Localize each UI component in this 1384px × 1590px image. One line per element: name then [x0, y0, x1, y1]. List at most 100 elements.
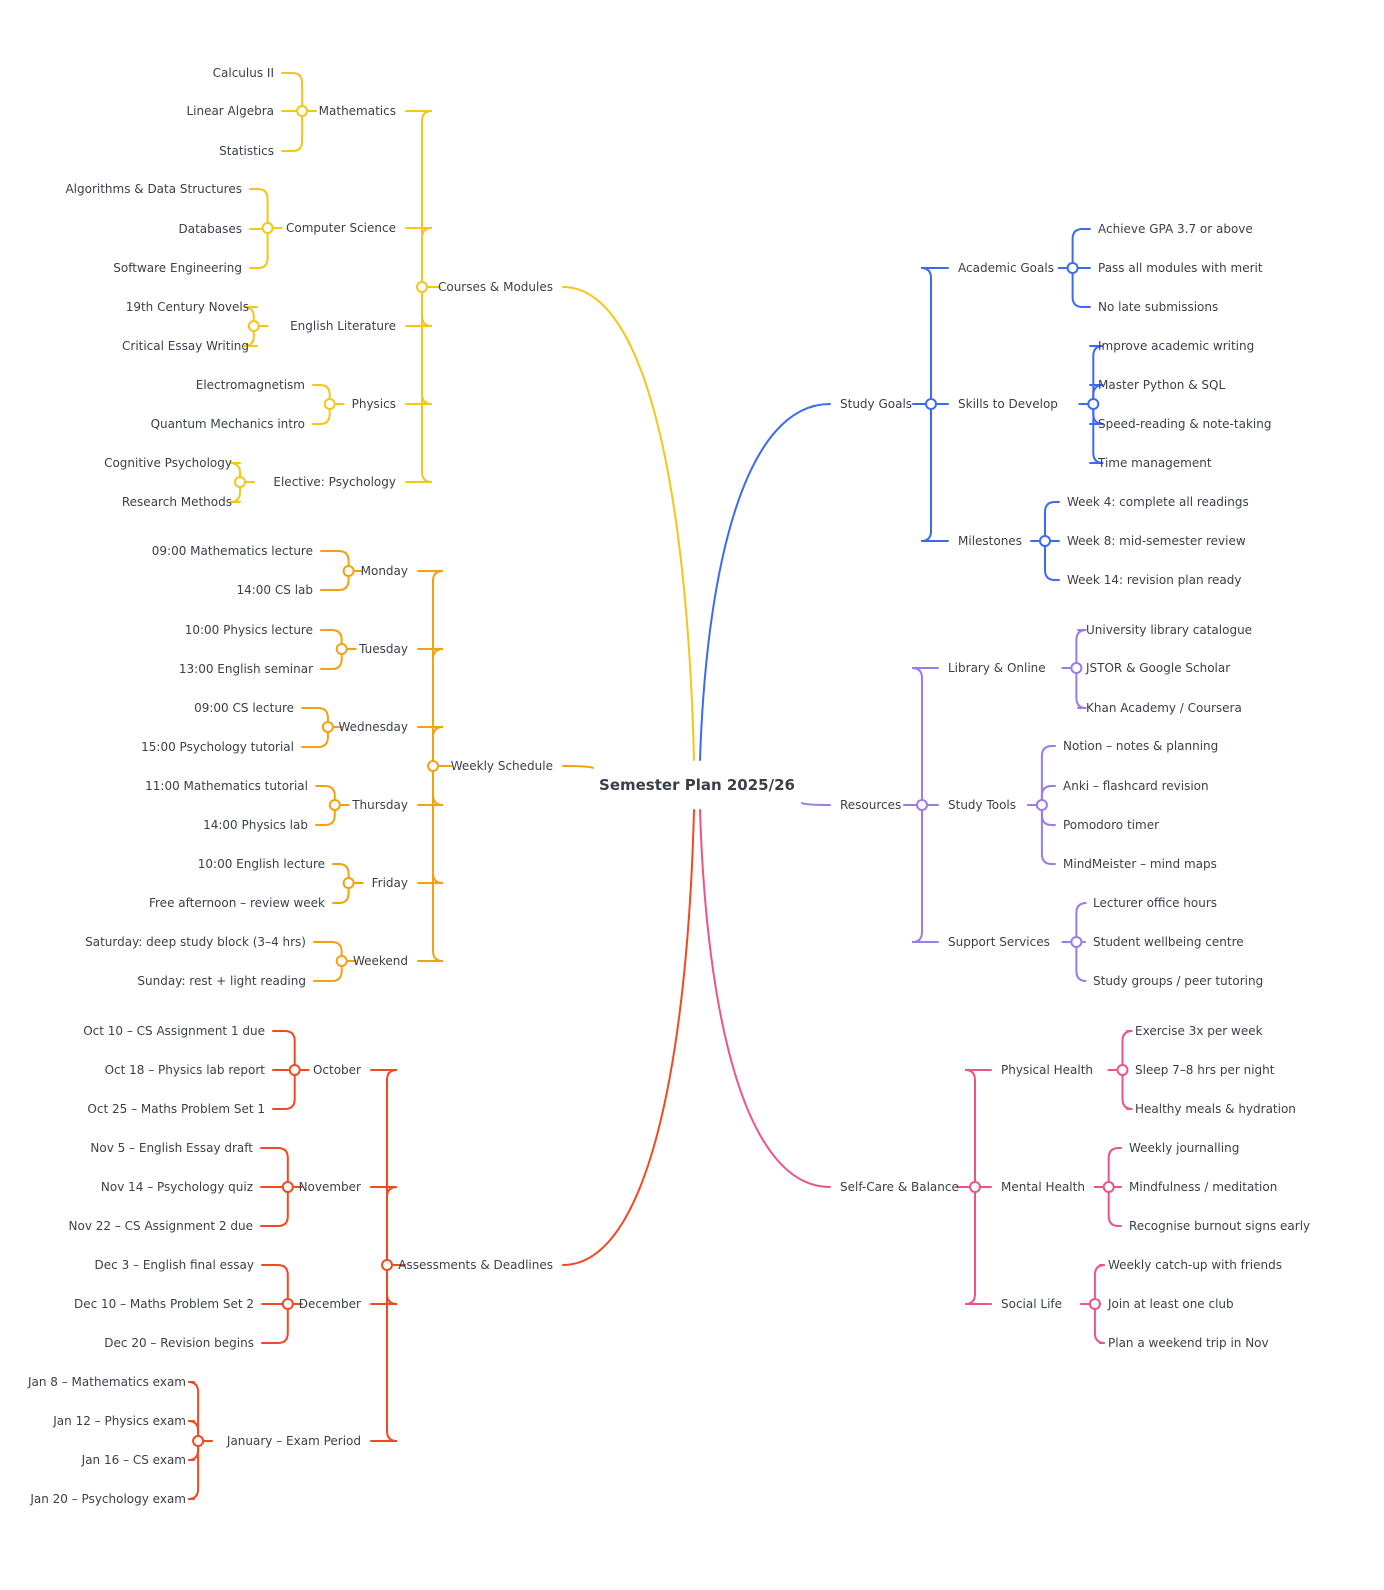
leaf-schedule-5-1[interactable]: Sunday: rest + light reading: [137, 974, 306, 988]
subtopic-schedule-0[interactable]: Monday: [361, 564, 408, 578]
branch-topic-assessments[interactable]: Assessments & Deadlines: [398, 1258, 553, 1272]
subtopic-courses-2[interactable]: English Literature: [290, 319, 396, 333]
leaf-assessments-0-2[interactable]: Oct 25 – Maths Problem Set 1: [87, 1102, 265, 1116]
subtopic-resources-1[interactable]: Study Tools: [948, 798, 1016, 812]
subtopic-selfcare-1[interactable]: Mental Health: [1001, 1180, 1085, 1194]
leaf-selfcare-0-1[interactable]: Sleep 7–8 hrs per night: [1135, 1063, 1275, 1077]
subtopic-assessments-3[interactable]: January – Exam Period: [226, 1434, 361, 1448]
leaf-goals-0-2[interactable]: No late submissions: [1098, 300, 1218, 314]
subtopic-selfcare-0[interactable]: Physical Health: [1001, 1063, 1093, 1077]
junction-schedule-3: [328, 799, 341, 811]
leaf-resources-2-2[interactable]: Study groups / peer tutoring: [1093, 974, 1263, 988]
leaf-schedule-1-0[interactable]: 10:00 Physics lecture: [185, 623, 313, 637]
leaf-goals-1-3[interactable]: Time management: [1097, 456, 1212, 470]
subtopic-schedule-5[interactable]: Weekend: [353, 954, 408, 968]
subtopic-schedule-2[interactable]: Wednesday: [339, 720, 408, 734]
subtopic-resources-0[interactable]: Library & Online: [948, 661, 1046, 675]
subtopic-goals-1[interactable]: Skills to Develop: [958, 397, 1058, 411]
branch-topic-schedule[interactable]: Weekly Schedule: [451, 759, 553, 773]
subtopic-goals-2[interactable]: Milestones: [958, 534, 1022, 548]
leaf-selfcare-2-0[interactable]: Weekly catch-up with friends: [1108, 1258, 1282, 1272]
leaf-goals-2-0[interactable]: Week 4: complete all readings: [1067, 495, 1249, 509]
leaf-schedule-1-1[interactable]: 13:00 English seminar: [179, 662, 313, 676]
subtopic-assessments-1[interactable]: November: [299, 1180, 361, 1194]
leaf-resources-0-0[interactable]: University library catalogue: [1086, 623, 1252, 637]
leaf-courses-1-0[interactable]: Algorithms & Data Structures: [65, 182, 242, 196]
branch-topic-courses[interactable]: Courses & Modules: [438, 280, 553, 294]
leaf-resources-1-2[interactable]: Pomodoro timer: [1063, 818, 1159, 832]
leaf-selfcare-1-2[interactable]: Recognise burnout signs early: [1129, 1219, 1310, 1233]
leaf-assessments-1-0[interactable]: Nov 5 – English Essay draft: [90, 1141, 253, 1155]
leaf-schedule-0-0[interactable]: 09:00 Mathematics lecture: [152, 544, 313, 558]
leaf-resources-0-2[interactable]: Khan Academy / Coursera: [1086, 701, 1242, 715]
subtopic-courses-3[interactable]: Physics: [352, 397, 396, 411]
leaf-goals-1-2[interactable]: Speed-reading & note-taking: [1098, 417, 1271, 431]
leaf-courses-4-1[interactable]: Research Methods: [122, 495, 232, 509]
leaf-selfcare-0-2[interactable]: Healthy meals & hydration: [1135, 1102, 1296, 1116]
leaf-goals-1-1[interactable]: Master Python & SQL: [1098, 378, 1225, 392]
subtopic-assessments-0[interactable]: October: [313, 1063, 361, 1077]
leaf-assessments-0-0[interactable]: Oct 10 – CS Assignment 1 due: [83, 1024, 265, 1038]
root-topic[interactable]: Semester Plan 2025/26: [599, 776, 795, 794]
leaf-schedule-2-1[interactable]: 15:00 Psychology tutorial: [141, 740, 294, 754]
leaf-schedule-4-0[interactable]: 10:00 English lecture: [198, 857, 325, 871]
hub-goals: [925, 398, 937, 410]
leaf-schedule-3-1[interactable]: 14:00 Physics lab: [203, 818, 308, 832]
leaf-goals-0-0[interactable]: Achieve GPA 3.7 or above: [1098, 222, 1253, 236]
leaf-schedule-5-0[interactable]: Saturday: deep study block (3–4 hrs): [85, 935, 306, 949]
leaf-goals-1-0[interactable]: Improve academic writing: [1098, 339, 1254, 353]
leaf-courses-4-0[interactable]: Cognitive Psychology: [104, 456, 232, 470]
subtopic-schedule-3[interactable]: Thursday: [351, 798, 408, 812]
leaf-courses-0-2[interactable]: Statistics: [219, 144, 274, 158]
leaf-schedule-3-0[interactable]: 11:00 Mathematics tutorial: [145, 779, 308, 793]
leaf-schedule-0-1[interactable]: 14:00 CS lab: [236, 583, 313, 597]
leaf-resources-1-0[interactable]: Notion – notes & planning: [1063, 739, 1218, 753]
leaf-selfcare-1-1[interactable]: Mindfulness / meditation: [1129, 1180, 1277, 1194]
leaf-assessments-1-1[interactable]: Nov 14 – Psychology quiz: [101, 1180, 253, 1194]
leaf-resources-1-3[interactable]: MindMeister – mind maps: [1063, 857, 1217, 871]
leaf-courses-1-1[interactable]: Databases: [178, 222, 242, 236]
leaf-courses-2-1[interactable]: Critical Essay Writing: [122, 339, 249, 353]
leaf-assessments-2-0[interactable]: Dec 3 – English final essay: [95, 1258, 254, 1272]
leaf-courses-3-1[interactable]: Quantum Mechanics intro: [151, 417, 305, 431]
subtopic-schedule-1[interactable]: Tuesday: [358, 642, 408, 656]
subtopic-goals-0[interactable]: Academic Goals: [958, 261, 1054, 275]
leaf-assessments-3-2[interactable]: Jan 16 – CS exam: [81, 1453, 186, 1467]
leaf-assessments-2-2[interactable]: Dec 20 – Revision begins: [104, 1336, 254, 1350]
leaf-assessments-3-3[interactable]: Jan 20 – Psychology exam: [29, 1492, 186, 1506]
leaf-schedule-4-1[interactable]: Free afternoon – review week: [149, 896, 325, 910]
leaf-resources-1-1[interactable]: Anki – flashcard revision: [1063, 779, 1209, 793]
leaf-selfcare-0-0[interactable]: Exercise 3x per week: [1135, 1024, 1263, 1038]
leaf-selfcare-2-1[interactable]: Join at least one club: [1107, 1297, 1234, 1311]
subtopic-courses-1[interactable]: Computer Science: [286, 221, 396, 235]
leaf-assessments-3-1[interactable]: Jan 12 – Physics exam: [52, 1414, 186, 1428]
leaf-goals-2-2[interactable]: Week 14: revision plan ready: [1067, 573, 1242, 587]
leaf-connector-assessments-2-2: [261, 1303, 289, 1344]
subtopic-assessments-2[interactable]: December: [299, 1297, 361, 1311]
subtopic-selfcare-2[interactable]: Social Life: [1001, 1297, 1062, 1311]
leaf-selfcare-1-0[interactable]: Weekly journalling: [1129, 1141, 1239, 1155]
leaf-selfcare-2-2[interactable]: Plan a weekend trip in Nov: [1108, 1336, 1269, 1350]
subtopic-courses-0[interactable]: Mathematics: [319, 104, 396, 118]
leaf-courses-3-0[interactable]: Electromagnetism: [196, 378, 305, 392]
leaf-assessments-1-2[interactable]: Nov 22 – CS Assignment 2 due: [69, 1219, 253, 1233]
branch-topic-goals[interactable]: Study Goals: [840, 397, 912, 411]
leaf-resources-0-1[interactable]: JSTOR & Google Scholar: [1085, 661, 1230, 675]
leaf-schedule-2-0[interactable]: 09:00 CS lecture: [194, 701, 294, 715]
leaf-assessments-0-1[interactable]: Oct 18 – Physics lab report: [105, 1063, 266, 1077]
branch-topic-selfcare[interactable]: Self-Care & Balance: [840, 1180, 959, 1194]
leaf-goals-2-1[interactable]: Week 8: mid-semester review: [1067, 534, 1246, 548]
leaf-goals-0-1[interactable]: Pass all modules with merit: [1098, 261, 1263, 275]
subtopic-resources-2[interactable]: Support Services: [948, 935, 1050, 949]
leaf-assessments-3-0[interactable]: Jan 8 – Mathematics exam: [27, 1375, 186, 1389]
leaf-courses-0-1[interactable]: Linear Algebra: [186, 104, 274, 118]
leaf-courses-1-2[interactable]: Software Engineering: [113, 261, 242, 275]
subtopic-schedule-4[interactable]: Friday: [372, 876, 408, 890]
leaf-assessments-2-1[interactable]: Dec 10 – Maths Problem Set 2: [74, 1297, 254, 1311]
leaf-resources-2-1[interactable]: Student wellbeing centre: [1093, 935, 1244, 949]
leaf-courses-2-0[interactable]: 19th Century Novels: [126, 300, 249, 314]
subtopic-courses-4[interactable]: Elective: Psychology: [273, 475, 396, 489]
leaf-resources-2-0[interactable]: Lecturer office hours: [1093, 896, 1217, 910]
leaf-courses-0-0[interactable]: Calculus II: [213, 66, 274, 80]
branch-topic-resources[interactable]: Resources: [840, 798, 901, 812]
